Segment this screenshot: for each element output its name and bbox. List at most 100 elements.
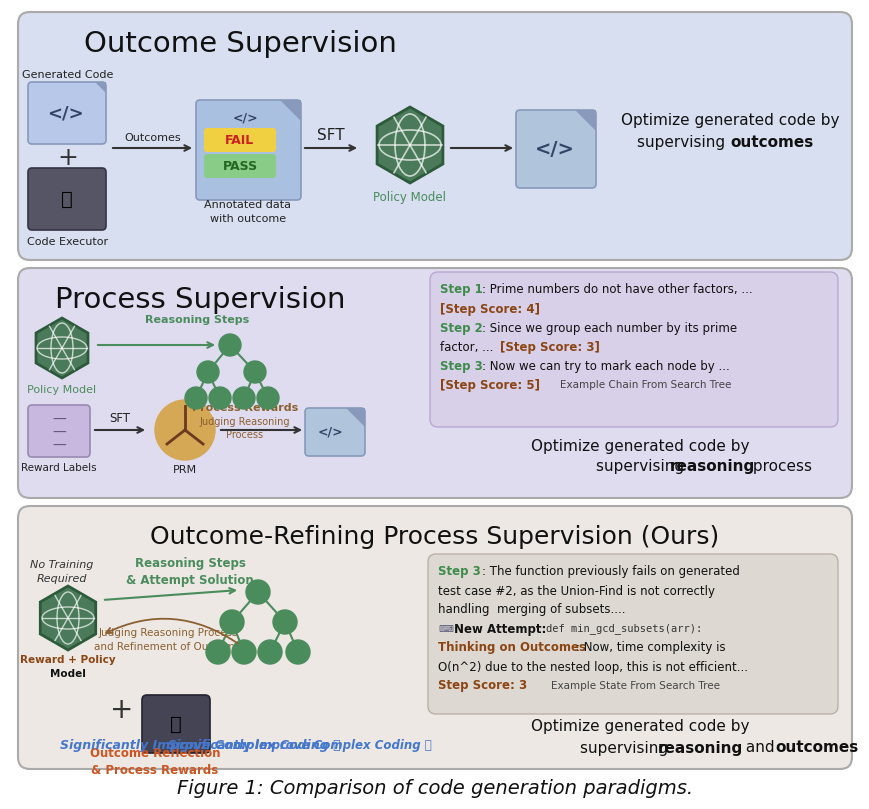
Text: Figure 1: Comparison of code generation paradigms.: Figure 1: Comparison of code generation … <box>176 778 693 798</box>
Text: Thinking on Outcomes: Thinking on Outcomes <box>437 642 586 654</box>
Text: : Prime numbers do not have other factors, ...: : Prime numbers do not have other factor… <box>481 283 752 297</box>
FancyBboxPatch shape <box>142 695 209 753</box>
Text: Significantly Improve Complex Coding 🔥: Significantly Improve Complex Coding 🔥 <box>60 739 341 752</box>
Circle shape <box>233 387 255 409</box>
Circle shape <box>243 361 266 383</box>
Text: Reasoning Steps
& Attempt Solution: Reasoning Steps & Attempt Solution <box>126 557 254 587</box>
FancyBboxPatch shape <box>18 268 851 498</box>
Text: Process Rewards: Process Rewards <box>192 403 298 413</box>
Text: Step 3: Step 3 <box>437 565 481 578</box>
Text: SFT: SFT <box>109 412 130 425</box>
Text: [Step Score: 4]: [Step Score: 4] <box>440 303 540 316</box>
FancyBboxPatch shape <box>429 272 837 427</box>
Text: Example Chain From Search Tree: Example Chain From Search Tree <box>560 380 731 390</box>
Text: —: — <box>52 439 66 453</box>
Text: supervising: supervising <box>580 740 673 756</box>
Text: Significantly Improve Complex Coding 🔥: Significantly Improve Complex Coding 🔥 <box>168 739 431 752</box>
Text: [Step Score: 5]: [Step Score: 5] <box>440 379 540 392</box>
Text: Reasoning Steps: Reasoning Steps <box>145 315 249 325</box>
Text: Step 3: Step 3 <box>440 359 482 372</box>
Text: supervising: supervising <box>636 134 729 150</box>
Text: ⌨: ⌨ <box>437 624 453 634</box>
Text: —: — <box>52 426 66 440</box>
Text: 🐍: 🐍 <box>61 189 73 209</box>
Text: Model: Model <box>50 669 86 679</box>
Circle shape <box>256 387 279 409</box>
Text: Policy Model: Policy Model <box>28 385 96 395</box>
Text: Outcome Supervision: Outcome Supervision <box>83 30 396 58</box>
Text: factor, ...: factor, ... <box>440 341 496 354</box>
Text: [Step Score: 3]: [Step Score: 3] <box>500 341 600 354</box>
FancyBboxPatch shape <box>18 12 851 260</box>
Text: 🐍: 🐍 <box>170 714 182 734</box>
Text: SFT: SFT <box>317 128 344 142</box>
Text: Outcomes: Outcomes <box>124 133 181 143</box>
Text: Process: Process <box>226 430 263 440</box>
Text: Judging Reasoning: Judging Reasoning <box>200 417 290 427</box>
FancyBboxPatch shape <box>18 506 851 769</box>
Text: Outcome-Refining Process Supervision (Ours): Outcome-Refining Process Supervision (Ou… <box>150 525 719 549</box>
Text: Optimize generated code by: Optimize generated code by <box>530 438 748 454</box>
Polygon shape <box>280 100 301 121</box>
Circle shape <box>185 387 207 409</box>
FancyBboxPatch shape <box>428 554 837 714</box>
FancyBboxPatch shape <box>28 405 90 457</box>
FancyBboxPatch shape <box>203 154 275 178</box>
Text: FAIL: FAIL <box>225 133 255 146</box>
Text: Example State From Search Tree: Example State From Search Tree <box>537 681 720 691</box>
Text: O(n^2) due to the nested loop, this is not efficient...: O(n^2) due to the nested loop, this is n… <box>437 660 747 674</box>
Polygon shape <box>346 408 365 427</box>
Text: </>: </> <box>534 139 574 159</box>
Text: supervising: supervising <box>595 459 688 473</box>
Text: Policy Model: Policy Model <box>373 190 446 204</box>
Text: : The function previously fails on generated: : The function previously fails on gener… <box>481 565 739 578</box>
Circle shape <box>246 580 269 604</box>
FancyBboxPatch shape <box>28 168 106 230</box>
Circle shape <box>220 610 243 634</box>
Text: outcomes: outcomes <box>774 740 857 756</box>
Text: Reward Labels: Reward Labels <box>21 463 96 473</box>
Text: PASS: PASS <box>222 159 257 172</box>
Circle shape <box>196 361 219 383</box>
Circle shape <box>209 387 231 409</box>
Circle shape <box>273 610 296 634</box>
Text: : Since we group each number by its prime: : Since we group each number by its prim… <box>481 321 736 334</box>
FancyBboxPatch shape <box>203 128 275 152</box>
Text: PRM: PRM <box>173 465 197 475</box>
Circle shape <box>286 640 309 664</box>
Circle shape <box>219 334 241 356</box>
Circle shape <box>258 640 282 664</box>
Text: </>: </> <box>232 112 257 125</box>
FancyBboxPatch shape <box>196 100 301 200</box>
Text: Step 2: Step 2 <box>440 321 482 334</box>
Text: Optimize generated code by: Optimize generated code by <box>620 112 839 128</box>
Text: Step 1: Step 1 <box>440 283 482 297</box>
Text: Process Supervision: Process Supervision <box>55 286 345 314</box>
FancyBboxPatch shape <box>305 408 365 456</box>
FancyBboxPatch shape <box>28 82 106 144</box>
Text: : Now, time complexity is: : Now, time complexity is <box>575 642 725 654</box>
Text: Outcome Reflection
& Process Rewards: Outcome Reflection & Process Rewards <box>90 747 220 777</box>
Text: Optimize generated code by: Optimize generated code by <box>530 718 748 734</box>
Text: Judging Reasoning Process
and Refinement of Outcome: Judging Reasoning Process and Refinement… <box>95 629 242 651</box>
Text: handling  merging of subsets....: handling merging of subsets.... <box>437 604 625 616</box>
Text: reasoning: reasoning <box>669 459 754 473</box>
Text: Generated Code: Generated Code <box>23 70 114 80</box>
Circle shape <box>155 400 215 460</box>
Polygon shape <box>574 110 595 131</box>
Text: +: + <box>57 146 78 170</box>
Text: —: — <box>52 413 66 427</box>
FancyBboxPatch shape <box>515 110 595 188</box>
Circle shape <box>232 640 255 664</box>
Text: +: + <box>110 696 134 724</box>
Text: Step Score: 3: Step Score: 3 <box>437 680 527 693</box>
Text: </>: </> <box>317 426 342 438</box>
Polygon shape <box>95 82 106 93</box>
Text: Annotated data
with outcome: Annotated data with outcome <box>204 200 291 224</box>
Text: test case #2, as the Union-Find is not correctly: test case #2, as the Union-Find is not c… <box>437 584 714 598</box>
Text: Reward + Policy: Reward + Policy <box>20 655 116 665</box>
Text: </>: </> <box>47 104 83 122</box>
Text: : Now we can try to mark each node by ...: : Now we can try to mark each node by ..… <box>481 359 729 372</box>
Text: reasoning: reasoning <box>657 740 742 756</box>
Text: and: and <box>740 740 779 756</box>
